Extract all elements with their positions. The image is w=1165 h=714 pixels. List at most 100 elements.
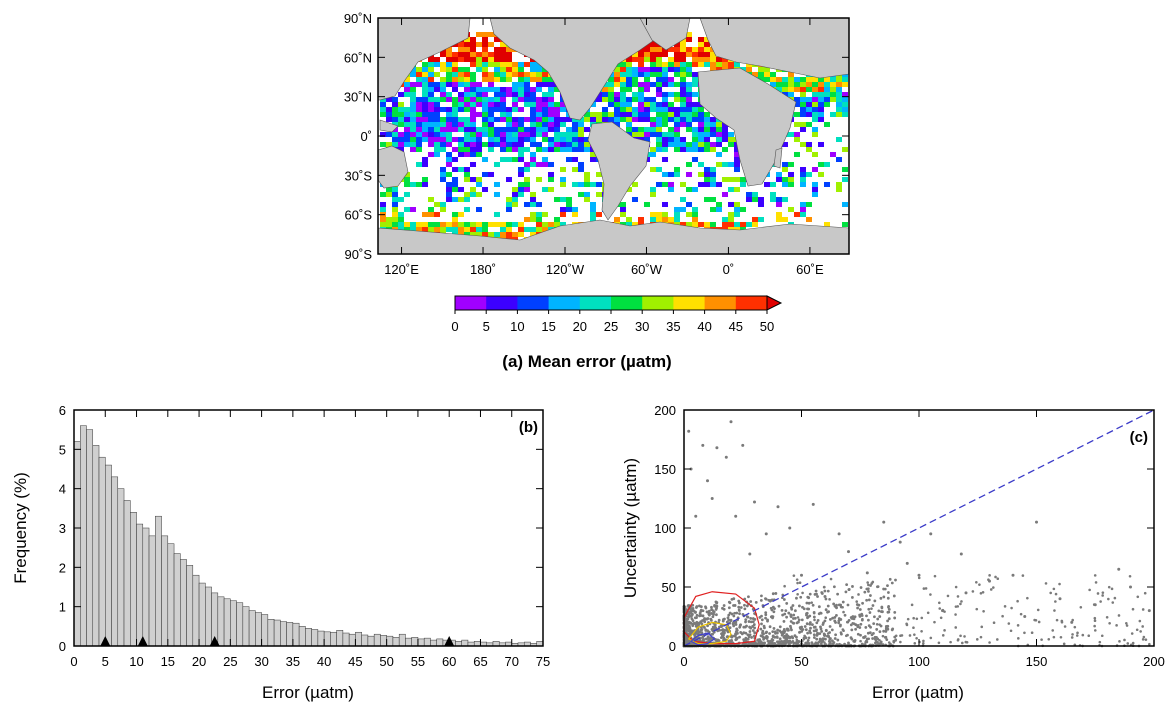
map-cell bbox=[470, 142, 476, 147]
scatter-point bbox=[843, 613, 847, 617]
scatter-point bbox=[732, 614, 736, 618]
map-cell bbox=[500, 62, 506, 67]
scatter-point bbox=[735, 628, 739, 632]
map-cell bbox=[398, 117, 404, 122]
map-cell bbox=[680, 47, 686, 52]
scatter-point bbox=[876, 585, 880, 589]
map-cell bbox=[668, 172, 674, 177]
map-cell bbox=[578, 137, 584, 142]
map-cell bbox=[488, 222, 494, 227]
map-cell bbox=[416, 162, 422, 167]
map-cell bbox=[782, 197, 788, 202]
map-cell bbox=[836, 82, 842, 87]
scatter-point bbox=[698, 604, 701, 608]
scatter-point bbox=[687, 429, 691, 433]
map-cell bbox=[542, 102, 548, 107]
scatter-point bbox=[865, 571, 869, 575]
map-cell bbox=[386, 97, 392, 102]
map-cell bbox=[644, 97, 650, 102]
map-cell bbox=[638, 117, 644, 122]
map-cell bbox=[548, 172, 554, 177]
scatter-point bbox=[748, 630, 752, 633]
map-cell bbox=[536, 177, 542, 182]
scatter-point bbox=[821, 639, 825, 643]
australia-land bbox=[377, 145, 409, 189]
histogram-bar bbox=[136, 523, 144, 647]
map-cell bbox=[734, 212, 740, 217]
map-cell bbox=[722, 57, 728, 62]
map-cell bbox=[818, 142, 824, 147]
map-cell bbox=[434, 122, 440, 127]
map-cell bbox=[710, 147, 716, 152]
scatter-point bbox=[735, 637, 739, 641]
scatter-point bbox=[770, 608, 774, 612]
scatter-point bbox=[1093, 574, 1097, 577]
scatter-point bbox=[854, 627, 858, 631]
scatter-point bbox=[854, 623, 858, 627]
map-cell bbox=[566, 157, 572, 162]
map-cell bbox=[560, 212, 566, 217]
map-cell bbox=[686, 72, 692, 77]
map-cell bbox=[500, 52, 506, 57]
scatter-point bbox=[1019, 612, 1023, 616]
map-cell bbox=[446, 227, 452, 232]
scatter-point bbox=[704, 617, 708, 621]
scatter-point bbox=[865, 598, 869, 602]
map-cell bbox=[380, 107, 386, 112]
map-cell bbox=[560, 167, 566, 172]
scatter-point bbox=[798, 581, 802, 585]
scatter-point bbox=[1135, 628, 1139, 632]
map-cell bbox=[650, 127, 656, 132]
map-cell bbox=[554, 132, 560, 137]
map-cell bbox=[800, 87, 806, 92]
scatter-point bbox=[782, 628, 786, 631]
scatter-point bbox=[1125, 622, 1128, 625]
scatter-point bbox=[913, 642, 917, 645]
map-cell bbox=[674, 47, 680, 52]
histogram-bar bbox=[273, 619, 281, 647]
map-cell bbox=[530, 137, 536, 142]
map-cell bbox=[620, 67, 626, 72]
map-cell bbox=[524, 167, 530, 172]
map-cell bbox=[518, 82, 524, 87]
scatter-point bbox=[803, 634, 806, 638]
map-cell bbox=[800, 182, 806, 187]
map-cell bbox=[608, 112, 614, 117]
map-cell bbox=[422, 227, 428, 232]
scatter-point bbox=[817, 605, 821, 609]
scatter-point bbox=[860, 642, 864, 646]
scatter-point bbox=[815, 621, 819, 625]
map-cell bbox=[464, 192, 470, 197]
scatter-point bbox=[695, 632, 699, 635]
map-cell bbox=[428, 142, 434, 147]
scatter-point bbox=[714, 600, 718, 604]
lon-tick-label: 60˚W bbox=[631, 262, 663, 277]
map-cell bbox=[698, 57, 704, 62]
map-cell bbox=[662, 107, 668, 112]
map-cell bbox=[524, 92, 530, 97]
map-cell bbox=[800, 202, 806, 207]
scatter-point bbox=[822, 585, 826, 589]
map-cell bbox=[446, 152, 452, 157]
map-cell bbox=[536, 122, 542, 127]
histogram-bar bbox=[248, 610, 256, 647]
scatter-point bbox=[849, 636, 853, 640]
map-cell bbox=[632, 107, 638, 112]
scatter-point bbox=[689, 621, 693, 625]
scatter-point bbox=[924, 587, 928, 590]
map-cell bbox=[842, 107, 848, 112]
scatter-point bbox=[786, 640, 790, 644]
scatter-point bbox=[816, 642, 820, 645]
histogram-bar bbox=[398, 633, 406, 647]
map-cell bbox=[488, 117, 494, 122]
scatter-point bbox=[1036, 608, 1040, 612]
map-cell bbox=[416, 77, 422, 82]
map-cell bbox=[692, 222, 698, 227]
scatter-point bbox=[863, 590, 867, 594]
map-cell bbox=[518, 172, 524, 177]
map-cell bbox=[548, 222, 554, 227]
scatter-point bbox=[915, 637, 918, 640]
map-cell bbox=[782, 77, 788, 82]
map-cell bbox=[656, 117, 662, 122]
map-cell bbox=[464, 122, 470, 127]
